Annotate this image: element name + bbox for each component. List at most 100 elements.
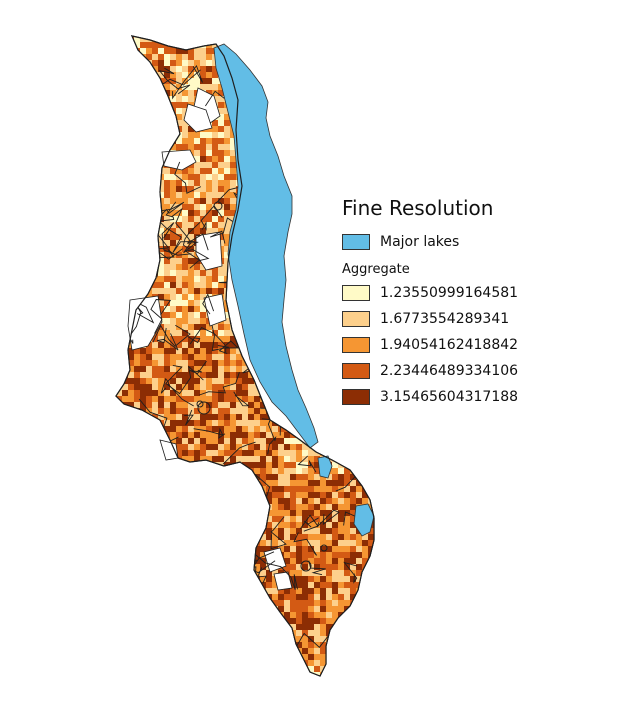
raster-cell <box>170 300 176 306</box>
raster-cell <box>344 678 350 684</box>
raster-cell <box>278 498 284 504</box>
raster-cell <box>308 336 314 342</box>
raster-cell <box>338 552 344 558</box>
raster-cell <box>140 222 146 228</box>
raster-cell <box>182 516 188 522</box>
raster-cell <box>266 78 272 84</box>
raster-cell <box>356 660 362 666</box>
raster-cell <box>182 600 188 606</box>
raster-cell <box>368 444 374 450</box>
raster-cell <box>284 630 290 636</box>
raster-cell <box>296 84 302 90</box>
raster-cell <box>266 528 272 534</box>
raster-cell <box>302 204 308 210</box>
raster-cell <box>158 402 164 408</box>
raster-cell <box>200 534 206 540</box>
raster-cell <box>236 642 242 648</box>
raster-cell <box>146 582 152 588</box>
raster-cell <box>236 594 242 600</box>
raster-cell <box>218 90 224 96</box>
raster-cell <box>128 450 134 456</box>
raster-cell <box>338 144 344 150</box>
district-boundary <box>307 207 320 234</box>
raster-cell <box>350 618 356 624</box>
raster-cell <box>134 162 140 168</box>
raster-cell <box>362 492 368 498</box>
raster-cell <box>128 612 134 618</box>
raster-cell <box>158 192 164 198</box>
raster-cell <box>110 66 116 72</box>
raster-cell <box>260 30 266 36</box>
raster-cell <box>314 636 320 642</box>
raster-cell <box>332 30 338 36</box>
raster-cell <box>260 660 266 666</box>
raster-cell <box>176 516 182 522</box>
raster-cell <box>248 600 254 606</box>
raster-cell <box>200 228 206 234</box>
raster-cell <box>200 156 206 162</box>
raster-cell <box>206 570 212 576</box>
raster-cell <box>320 660 326 666</box>
raster-cell <box>254 36 260 42</box>
raster-cell <box>308 102 314 108</box>
raster-cell <box>170 198 176 204</box>
raster-cell <box>122 360 128 366</box>
raster-cell <box>296 348 302 354</box>
raster-cell <box>308 360 314 366</box>
raster-cell <box>218 84 224 90</box>
raster-cell <box>200 396 206 402</box>
raster-cell <box>122 228 128 234</box>
raster-cell <box>134 228 140 234</box>
raster-cell <box>170 402 176 408</box>
raster-cell <box>122 60 128 66</box>
raster-cell <box>326 432 332 438</box>
raster-cell <box>110 264 116 270</box>
raster-cell <box>116 120 122 126</box>
raster-cell <box>188 612 194 618</box>
raster-cell <box>284 156 290 162</box>
raster-cell <box>314 546 320 552</box>
raster-cell <box>206 168 212 174</box>
raster-cell <box>266 60 272 66</box>
raster-cell <box>230 654 236 660</box>
raster-cell <box>308 402 314 408</box>
raster-cell <box>188 60 194 66</box>
raster-cell <box>176 300 182 306</box>
raster-cell <box>134 102 140 108</box>
raster-cell <box>236 678 242 684</box>
raster-cell <box>296 276 302 282</box>
raster-cell <box>374 564 380 570</box>
raster-cell <box>278 540 284 546</box>
raster-cell <box>140 510 146 516</box>
raster-cell <box>188 396 194 402</box>
raster-cell <box>158 30 164 36</box>
raster-cell <box>170 474 176 480</box>
raster-cell <box>338 618 344 624</box>
raster-cell <box>122 666 128 672</box>
raster-cell <box>254 594 260 600</box>
raster-cell <box>164 288 170 294</box>
raster-cell <box>128 252 134 258</box>
raster-cell <box>320 288 326 294</box>
raster-cell <box>170 636 176 642</box>
raster-cell <box>146 198 152 204</box>
raster-cell <box>152 60 158 66</box>
raster-cell <box>266 624 272 630</box>
raster-cell <box>320 252 326 258</box>
raster-cell <box>128 396 134 402</box>
raster-cell <box>356 72 362 78</box>
raster-cell <box>272 612 278 618</box>
raster-cell <box>290 648 296 654</box>
raster-cell <box>284 450 290 456</box>
raster-cell <box>110 570 116 576</box>
raster-cell <box>140 354 146 360</box>
raster-cell <box>368 564 374 570</box>
raster-cell <box>212 498 218 504</box>
raster-cell <box>164 486 170 492</box>
raster-cell <box>212 150 218 156</box>
raster-cell <box>176 366 182 372</box>
raster-cell <box>326 594 332 600</box>
raster-cell <box>158 618 164 624</box>
raster-cell <box>368 480 374 486</box>
raster-cell <box>344 504 350 510</box>
